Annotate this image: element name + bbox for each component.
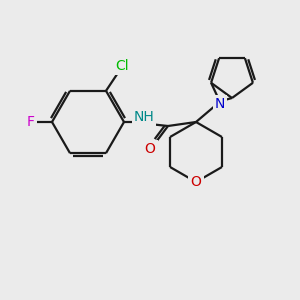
Text: NH: NH [134, 110, 154, 124]
Text: F: F [27, 115, 35, 129]
Text: N: N [215, 97, 225, 111]
Text: Cl: Cl [115, 59, 129, 73]
Text: O: O [190, 175, 201, 189]
Text: O: O [145, 142, 155, 156]
